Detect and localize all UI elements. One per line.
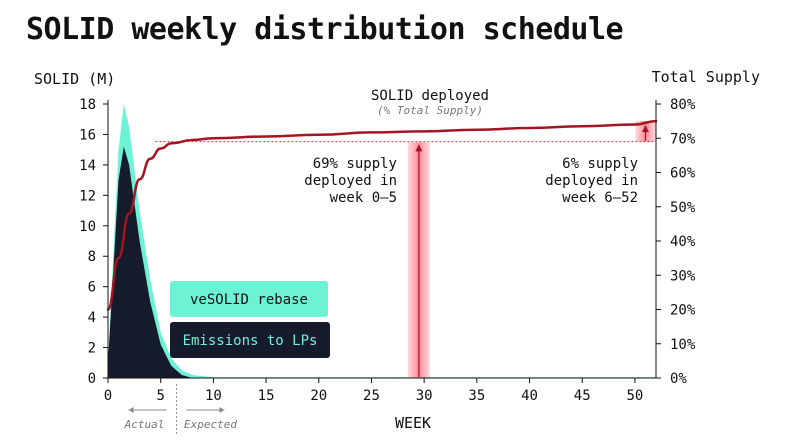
x-axis-label: WEEK <box>395 414 431 432</box>
y-right-tick-label: 30% <box>670 268 696 284</box>
x-tick-label: 35 <box>468 388 485 404</box>
y-right-tick-label: 0% <box>670 371 687 387</box>
chart-title: SOLID weekly distribution schedule <box>26 12 624 47</box>
x-tick-label: 45 <box>574 388 591 404</box>
left-note-line: deployed in <box>304 173 397 189</box>
y-right-tick-label: 60% <box>670 166 696 182</box>
actual-arrow-head <box>128 407 134 413</box>
expected-arrow-head <box>219 407 225 413</box>
y-left-tick-label: 14 <box>79 158 96 174</box>
areas-layer <box>108 104 656 378</box>
right-note-line: 6% supply <box>562 156 638 172</box>
x-tick-label: 0 <box>104 388 112 404</box>
y-right-tick-label: 20% <box>670 303 696 319</box>
y-left-tick-label: 12 <box>79 188 96 204</box>
y-right-tick-label: 40% <box>670 234 696 250</box>
y-axis-right-label: Total Supply <box>652 68 760 86</box>
x-tick-label: 30 <box>416 388 433 404</box>
annotation-layer: SOLID deployed(% Total Supply) 69% supply… <box>304 88 638 206</box>
legend-label-emissions-lps: Emissions to LPs <box>183 333 318 349</box>
x-tick-label: 5 <box>156 388 164 404</box>
x-tick-label: 25 <box>363 388 380 404</box>
left-note-line: week 0–5 <box>330 190 397 206</box>
line-series-solid-deployed <box>106 119 658 311</box>
deployed-subtitle: (% Total Supply) <box>377 104 483 117</box>
area-series-emissions-lps <box>108 146 656 378</box>
highlight-arrow-head-2 <box>641 125 649 133</box>
x-tick-label: 10 <box>205 388 222 404</box>
y-axis-left-label: SOLID (M) <box>34 70 115 88</box>
y-left-tick-label: 2 <box>88 341 96 357</box>
right-note-line: deployed in <box>545 173 638 189</box>
x-tick-label: 50 <box>626 388 643 404</box>
y-left-tick-label: 8 <box>88 249 96 265</box>
x-tick-label: 15 <box>258 388 275 404</box>
legend-label-vesolid-rebase: veSOLID rebase <box>190 292 308 308</box>
y-left-tick-label: 18 <box>79 97 96 113</box>
actual-label: Actual <box>124 418 165 431</box>
y-left-tick-label: 6 <box>88 280 96 296</box>
legend-box-emissions-lps <box>170 322 330 358</box>
x-tick-label: 20 <box>310 388 327 404</box>
y-left-tick-label: 16 <box>79 127 96 143</box>
y-left-tick-label: 4 <box>88 310 96 326</box>
x-tick-label: 40 <box>521 388 538 404</box>
y-right-tick-label: 80% <box>670 97 696 113</box>
expected-label: Expected <box>184 418 237 431</box>
lines-layer <box>106 119 658 311</box>
highlight-layer <box>407 121 656 378</box>
legend-box-vesolid-rebase <box>170 281 328 317</box>
y-right-tick-label: 50% <box>670 200 696 216</box>
deployed-title: SOLID deployed <box>371 88 489 104</box>
y-left-tick-label: 10 <box>79 219 96 235</box>
legend-layer: veSOLID rebase Emissions to LPs <box>170 281 330 358</box>
y-left-tick-label: 0 <box>88 371 96 387</box>
y-right-tick-label: 70% <box>670 131 696 147</box>
highlight-arrow-head-1 <box>415 144 423 152</box>
right-note-line: week 6–52 <box>562 190 638 206</box>
left-note-line: 69% supply <box>313 156 397 172</box>
y-right-tick-label: 10% <box>670 337 696 353</box>
axes-layer: 0 2 4 6 8 10 12 14 16 18 0% 10% 20% 30% 40% 50% 60% 70% 80… <box>34 68 760 436</box>
